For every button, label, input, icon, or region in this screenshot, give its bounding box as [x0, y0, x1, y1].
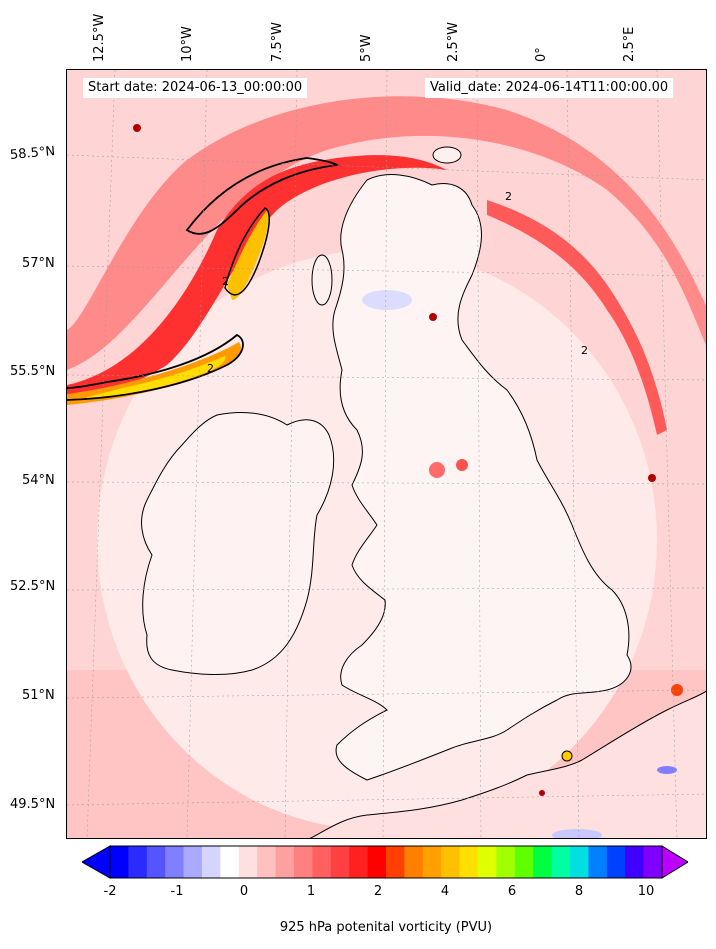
colorbar-cell [570, 846, 589, 878]
pv-cell [133, 124, 141, 132]
pv-cell [429, 462, 445, 478]
colorbar [82, 845, 688, 879]
pv-cell [539, 790, 545, 796]
land-orkney [432, 146, 462, 164]
colorbar-cell [496, 846, 516, 878]
lat-label-55-5n: 55.5°N [10, 364, 56, 379]
pv-jet-band-outer [67, 96, 706, 370]
colorbar-cell [551, 846, 571, 878]
colorbar-cell [202, 846, 221, 878]
lat-label-57n: 57°N [22, 256, 55, 271]
valid-date-label: Valid_date: 2024-06-14T11:00:00.00 [425, 78, 674, 98]
lat-label-52-5n: 52.5°N [10, 579, 56, 594]
lon-label-10w: 10°W [180, 26, 195, 62]
lon-label-12-5w: 12.5°W [92, 13, 107, 62]
colorbar-cell [404, 846, 424, 878]
colorbar-tick-label: 4 [440, 884, 450, 899]
lon-label-7-5w: 7.5°W [270, 21, 285, 62]
colorbar-tick-label: 10 [637, 884, 655, 899]
lon-label-2-5e: 2.5°E [622, 26, 637, 62]
lon-label-2-5w: 2.5°W [446, 21, 461, 62]
colorbar-cell [257, 846, 277, 878]
lat-label-54n: 54°N [22, 473, 55, 488]
colorbar-cell [625, 846, 645, 878]
colorbar-tick-label: 6 [507, 884, 517, 899]
contour-label: 2 [222, 275, 229, 288]
pv-cell [671, 684, 683, 696]
pv-contour-mid [224, 207, 271, 296]
graticule [67, 70, 706, 838]
lat-label-51n: 51°N [22, 688, 55, 703]
pv-negative-area [362, 290, 412, 310]
colorbar-cell [294, 846, 313, 878]
land-ireland [141, 411, 335, 675]
colorbar-cell [588, 846, 608, 878]
colorbar-cell [514, 846, 534, 878]
colorbar-cell [533, 846, 553, 878]
colorbar-tick-label: -1 [170, 884, 184, 899]
land-great-britain [332, 174, 632, 781]
map-panel: 2 2 2 2 [66, 69, 707, 839]
lon-label-0: 0° [534, 47, 549, 62]
colorbar-cell [238, 846, 258, 878]
colorbar-cell [165, 846, 185, 878]
pv-contour-north [185, 157, 340, 235]
pv-cell [561, 750, 573, 762]
pv-jet-band-inner [67, 155, 447, 405]
start-date-label: Start date: 2024-06-13_00:00:00 [83, 78, 308, 98]
colorbar-tick-label: 2 [373, 884, 383, 899]
colorbar-right-arrow [661, 845, 688, 879]
lon-label-5w: 5°W [359, 34, 374, 62]
colorbar-title: 925 hPa potenital vorticity (PVU) [279, 920, 493, 935]
pv-negative-area [657, 766, 677, 774]
land-france [309, 690, 706, 838]
colorbar-cell [422, 846, 442, 878]
lat-label-49-5n: 49.5°N [10, 797, 56, 812]
colorbar-cell [459, 846, 479, 878]
pv-max-streak [67, 342, 241, 405]
colorbar-cell [128, 846, 148, 878]
colorbar-cells [110, 846, 663, 878]
colorbar-tick-label: -2 [103, 884, 117, 899]
colorbar-cell [183, 846, 203, 878]
colorbar-cell [220, 846, 240, 878]
land-hebrides [311, 254, 333, 306]
colorbar-tick-label: 8 [574, 884, 584, 899]
contour-label: 2 [581, 344, 588, 357]
colorbar-cell [606, 846, 626, 878]
colorbar-cell [367, 846, 387, 878]
colorbar-cell [478, 846, 497, 878]
colorbar-left-arrow [82, 845, 111, 879]
colorbar-tick-label: 0 [239, 884, 249, 899]
pv-max-streak-north [227, 210, 269, 300]
colorbar-cell [330, 846, 350, 878]
pv-max-core [87, 356, 226, 400]
colorbar-cell [643, 846, 663, 878]
contour-label: 2 [505, 190, 512, 203]
lat-label-58-5n: 58.5°N [9, 144, 56, 163]
colorbar-cell [312, 846, 332, 878]
pv-field-map: 2 2 2 2 [67, 70, 706, 838]
colorbar-tick-label: 1 [306, 884, 316, 899]
colorbar-cell [146, 846, 166, 878]
pv-cell [648, 474, 656, 482]
colorbar-cell [441, 846, 461, 878]
pv-contour-west [67, 333, 244, 401]
pv-cell [456, 459, 468, 471]
contour-label: 2 [207, 362, 214, 375]
colorbar-cell [110, 846, 129, 878]
colorbar-cell [275, 846, 295, 878]
colorbar-cell [349, 846, 369, 878]
pv-negative-area [552, 829, 602, 838]
colorbar-cell [386, 846, 405, 878]
pv-cell [429, 313, 437, 321]
